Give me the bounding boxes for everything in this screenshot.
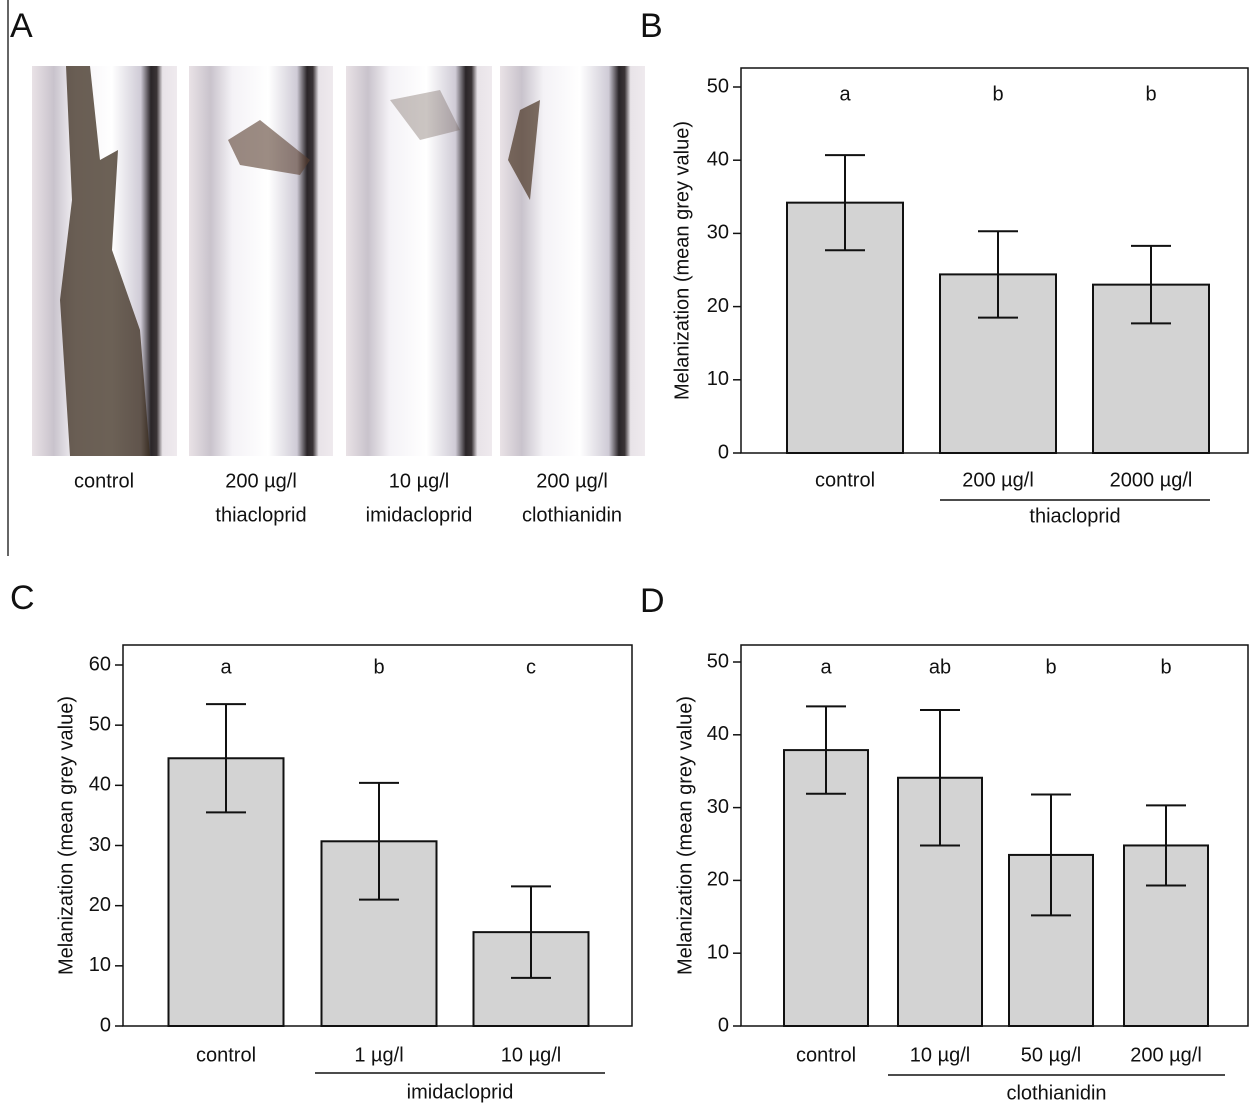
melanin-deposit bbox=[60, 66, 150, 456]
melanin-deposit bbox=[390, 90, 460, 140]
y-tick-label: 30 bbox=[89, 834, 111, 856]
error-bar bbox=[511, 885, 551, 979]
significance-letter: ab bbox=[929, 656, 951, 678]
micrograph-caption: control bbox=[74, 470, 134, 492]
error-bar bbox=[806, 705, 846, 795]
micrograph-caption: 200 µg/l bbox=[536, 470, 608, 492]
panel-letter: A bbox=[10, 7, 33, 45]
x-tick-label: control bbox=[815, 469, 875, 491]
significance-letter: b bbox=[992, 83, 1003, 105]
y-tick-label: 20 bbox=[707, 869, 729, 891]
plot-frame bbox=[740, 644, 1249, 1027]
y-tick-label: 30 bbox=[707, 222, 729, 244]
micrograph-caption: 200 µg/l bbox=[225, 470, 297, 492]
significance-letter: b bbox=[373, 656, 384, 678]
x-tick-label: control bbox=[796, 1044, 856, 1066]
x-tick-label: 200 µg/l bbox=[1130, 1044, 1202, 1066]
panel-letter: D bbox=[640, 582, 665, 620]
melanin-deposit bbox=[228, 120, 310, 175]
significance-letter: c bbox=[526, 656, 536, 678]
y-tick-label: 10 bbox=[707, 941, 729, 963]
y-tick-label: 0 bbox=[100, 1014, 111, 1036]
x-tick-label: 10 µg/l bbox=[501, 1044, 561, 1066]
melanin-deposit bbox=[508, 100, 540, 200]
panel-letter: B bbox=[640, 7, 663, 45]
y-tick-label: 50 bbox=[707, 650, 729, 672]
y-tick-label: 50 bbox=[707, 75, 729, 97]
micrograph bbox=[346, 66, 492, 456]
group-label: imidacloprid bbox=[407, 1081, 514, 1103]
y-tick-label: 20 bbox=[707, 295, 729, 317]
x-tick-label: 10 µg/l bbox=[910, 1044, 970, 1066]
significance-letter: b bbox=[1160, 656, 1171, 678]
x-tick-label: 50 µg/l bbox=[1021, 1044, 1081, 1066]
micrograph-caption: imidacloprid bbox=[366, 504, 473, 526]
micrograph-caption: thiacloprid bbox=[215, 504, 306, 526]
y-tick-label: 40 bbox=[707, 723, 729, 745]
y-axis-label: Melanization (mean grey value) bbox=[674, 696, 696, 975]
error-bar bbox=[825, 154, 865, 252]
y-axis-label: Melanization (mean grey value) bbox=[671, 121, 693, 400]
micrographs bbox=[32, 66, 645, 456]
error-bar bbox=[1146, 804, 1186, 887]
x-tick-label: 2000 µg/l bbox=[1110, 469, 1193, 491]
error-bar bbox=[359, 781, 399, 901]
bar bbox=[783, 749, 869, 1027]
error-bar bbox=[1031, 793, 1071, 917]
significance-letter: b bbox=[1045, 656, 1056, 678]
y-tick-label: 0 bbox=[718, 1014, 729, 1036]
y-tick-label: 50 bbox=[89, 713, 111, 735]
group-label: thiacloprid bbox=[1029, 505, 1120, 527]
error-bar bbox=[920, 709, 960, 847]
error-bar bbox=[1131, 244, 1171, 325]
significance-letter: a bbox=[820, 656, 832, 678]
x-tick-label: control bbox=[196, 1044, 256, 1066]
significance-letter: b bbox=[1145, 83, 1156, 105]
y-tick-label: 0 bbox=[718, 441, 729, 463]
y-axis-label: Melanization (mean grey value) bbox=[55, 696, 77, 975]
y-tick-label: 20 bbox=[89, 894, 111, 916]
y-tick-label: 30 bbox=[707, 796, 729, 818]
significance-letter: a bbox=[839, 83, 851, 105]
bar bbox=[167, 757, 285, 1028]
panel-letter: C bbox=[10, 579, 35, 617]
micrograph-caption: clothianidin bbox=[522, 504, 622, 526]
y-tick-label: 10 bbox=[707, 368, 729, 390]
y-tick-label: 40 bbox=[707, 148, 729, 170]
x-tick-label: 1 µg/l bbox=[354, 1044, 403, 1066]
y-tick-label: 60 bbox=[89, 653, 111, 675]
significance-letter: a bbox=[220, 656, 232, 678]
y-tick-label: 10 bbox=[89, 954, 111, 976]
x-tick-label: 200 µg/l bbox=[962, 469, 1034, 491]
micrograph-caption: 10 µg/l bbox=[389, 470, 449, 492]
error-bar bbox=[978, 230, 1018, 319]
error-bar bbox=[206, 703, 246, 814]
group-label: clothianidin bbox=[1006, 1082, 1106, 1104]
y-tick-label: 40 bbox=[89, 774, 111, 796]
